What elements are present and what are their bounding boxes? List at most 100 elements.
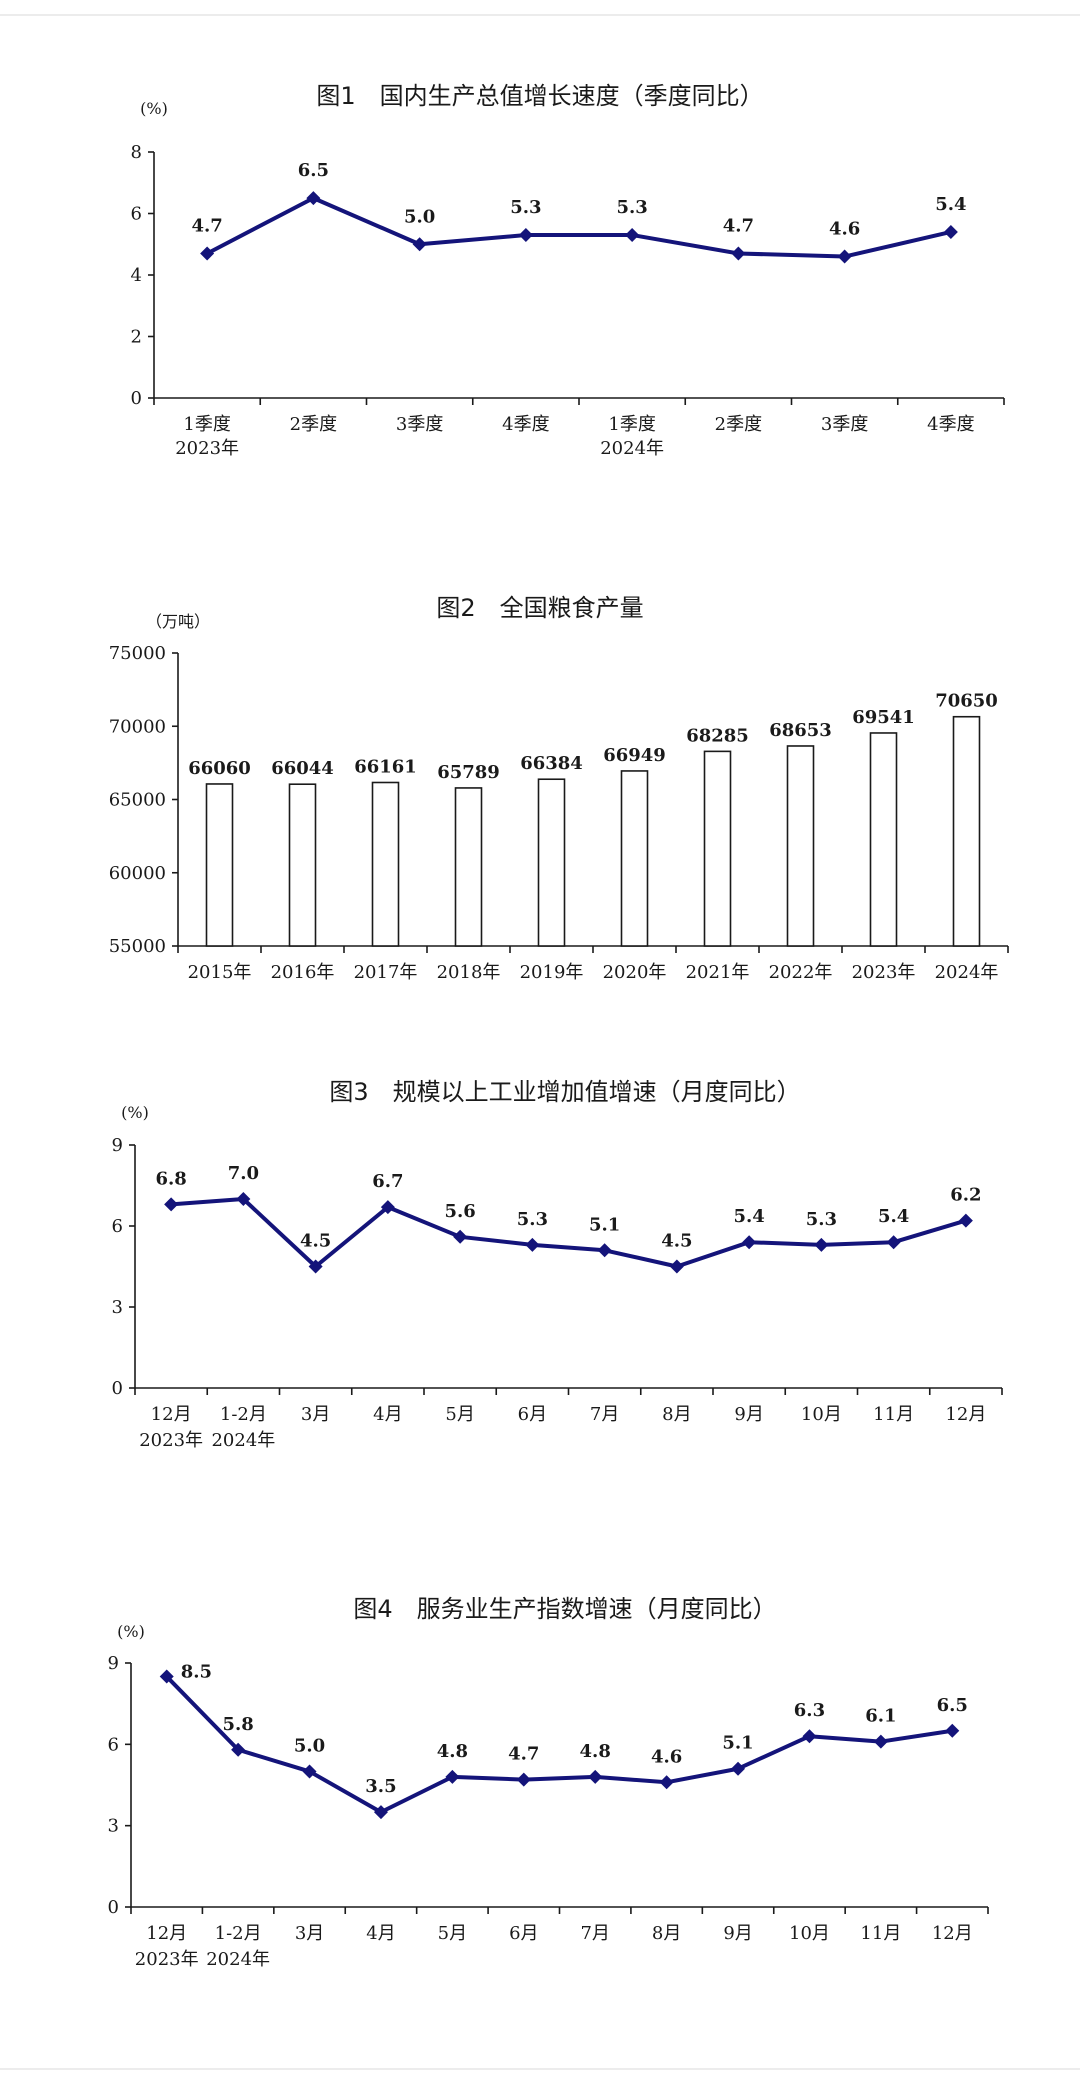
x-category-label: 2024年 xyxy=(935,962,999,983)
data-label: 5.1 xyxy=(589,1214,620,1235)
data-label: 5.3 xyxy=(517,1209,548,1230)
x-category-label: 4季度 xyxy=(502,414,549,435)
data-label: 66044 xyxy=(271,758,334,779)
data-point xyxy=(308,1259,323,1274)
y-tick-label: 60000 xyxy=(109,863,166,884)
bar xyxy=(620,770,649,947)
chart-title: 图4 服务业生产指数增速（月度同比） xyxy=(353,1595,776,1623)
data-label: 4.5 xyxy=(661,1231,692,1252)
x-category-label: 1-2月 xyxy=(220,1404,267,1425)
data-label: 5.3 xyxy=(510,197,541,218)
x-category-label: 4月 xyxy=(373,1404,402,1425)
unit-label: （万吨） xyxy=(146,612,210,631)
x-category-label: 11月 xyxy=(860,1923,901,1944)
bar xyxy=(288,783,317,947)
x-category-label: 2023年 xyxy=(852,962,916,983)
y-tick-label: 65000 xyxy=(109,790,166,811)
data-label: 5.8 xyxy=(222,1714,253,1735)
x-category-label: 3季度 xyxy=(396,414,443,435)
chart-industrial-growth: 图3 规模以上工业增加值增速（月度同比） (%) 0 3 6 9 12月 2023年 1-2月 2… xyxy=(112,1078,1003,1451)
data-label: 68653 xyxy=(769,720,832,741)
x-category-label: 8月 xyxy=(652,1923,681,1944)
bar xyxy=(786,745,815,947)
data-point xyxy=(742,1235,757,1250)
data-point xyxy=(873,1734,888,1749)
x-category-label: 1-2月 xyxy=(215,1923,262,1944)
x-category-label: 9月 xyxy=(734,1404,763,1425)
y-tick-label: 75000 xyxy=(109,643,166,664)
data-point xyxy=(373,1805,388,1820)
data-point xyxy=(445,1769,460,1784)
x-year-label: 2023年 xyxy=(139,1430,203,1451)
y-tick-label: 6 xyxy=(108,1734,119,1755)
x-category-label: 3月 xyxy=(295,1923,324,1944)
x-category-label: 12月 xyxy=(146,1923,187,1944)
x-category-label: 1季度 xyxy=(608,414,655,435)
data-label: 8.5 xyxy=(181,1662,212,1683)
unit-label: (%) xyxy=(117,1622,145,1641)
y-tick-label: 6 xyxy=(131,204,142,225)
x-category-label: 2019年 xyxy=(520,962,584,983)
data-label: 3.5 xyxy=(365,1776,396,1797)
y-tick-label: 4 xyxy=(131,265,142,286)
data-label: 5.4 xyxy=(733,1206,764,1227)
unit-label: (%) xyxy=(140,99,168,118)
x-category-label: 2022年 xyxy=(769,962,833,983)
data-point xyxy=(453,1229,468,1244)
data-label: 4.8 xyxy=(580,1741,611,1762)
x-category-label: 2季度 xyxy=(715,414,762,435)
data-point xyxy=(958,1213,973,1228)
data-point xyxy=(412,237,427,252)
data-point xyxy=(814,1237,829,1252)
chart-grain-output: 图2 全国粮食产量 （万吨） 55000 60000 65000 70000 75000 20… xyxy=(109,594,1009,983)
bar xyxy=(454,787,483,947)
bar xyxy=(205,783,234,947)
y-tick-label: 9 xyxy=(108,1653,119,1674)
x-category-label: 7月 xyxy=(580,1923,609,1944)
y-tick-label: 2 xyxy=(131,327,142,348)
series-line xyxy=(206,196,952,259)
x-category-label: 10月 xyxy=(789,1923,830,1944)
x-category-label: 2017年 xyxy=(354,962,418,983)
top-divider xyxy=(0,14,1080,16)
y-tick-label: 3 xyxy=(112,1297,123,1318)
data-label: 4.6 xyxy=(651,1746,682,1767)
y-tick-label: 55000 xyxy=(109,936,166,957)
data-label: 5.0 xyxy=(294,1735,325,1756)
data-point xyxy=(159,1669,174,1684)
series-line xyxy=(165,1675,953,1815)
y-tick-label: 6 xyxy=(112,1216,123,1237)
data-point xyxy=(802,1729,817,1744)
bar xyxy=(952,715,981,947)
x-category-label: 12月 xyxy=(945,1404,986,1425)
x-year-label: 2023年 xyxy=(175,438,239,459)
x-category-label: 5月 xyxy=(445,1404,474,1425)
data-label: 4.7 xyxy=(508,1744,539,1765)
data-label: 70650 xyxy=(935,691,998,712)
x-year-label: 2024年 xyxy=(600,438,664,459)
x-category-label: 12月 xyxy=(151,1404,192,1425)
x-category-label: 3季度 xyxy=(821,414,868,435)
x-year-label: 2024年 xyxy=(211,1430,275,1451)
data-label: 65789 xyxy=(437,762,500,783)
data-label: 5.4 xyxy=(935,194,966,215)
data-label: 7.0 xyxy=(228,1163,259,1184)
y-tick-label: 9 xyxy=(112,1135,123,1156)
x-category-label: 2015年 xyxy=(188,962,252,983)
chart-title: 图3 规模以上工业增加值增速（月度同比） xyxy=(329,1078,800,1106)
x-category-label: 4季度 xyxy=(927,414,974,435)
x-category-label: 4月 xyxy=(366,1923,395,1944)
y-tick-label: 0 xyxy=(112,1378,123,1399)
y-tick-label: 0 xyxy=(108,1897,119,1918)
data-point xyxy=(731,246,746,261)
chart-services-growth: 图4 服务业生产指数增速（月度同比） (%) 0 3 6 9 12月 2023年 1-2月 202… xyxy=(108,1595,989,1970)
x-category-label: 6月 xyxy=(509,1923,538,1944)
data-point xyxy=(588,1769,603,1784)
data-label: 68285 xyxy=(686,725,749,746)
data-label: 5.1 xyxy=(722,1733,753,1754)
x-category-label: 8月 xyxy=(662,1404,691,1425)
data-label: 4.6 xyxy=(829,219,860,240)
x-category-label: 10月 xyxy=(801,1404,842,1425)
x-category-label: 7月 xyxy=(590,1404,619,1425)
data-label: 69541 xyxy=(852,707,915,728)
